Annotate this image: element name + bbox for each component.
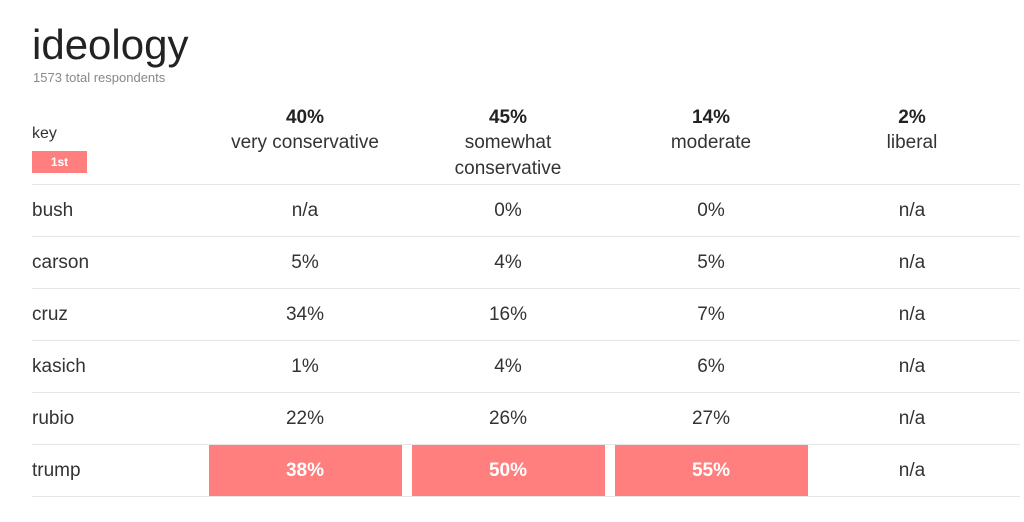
key-label: key — [32, 125, 57, 142]
value-cell: n/a — [898, 304, 926, 325]
winner-cell: 55% — [614, 445, 808, 496]
column-label: somewhat conservative — [454, 132, 562, 179]
value-cell: 26% — [488, 408, 528, 429]
table-row: rubio 22% 26% 27% n/a — [32, 393, 1020, 445]
value-cell: n/a — [898, 356, 926, 377]
winner-cell: 38% — [208, 445, 402, 496]
table-row: kasich 1% 4% 6% n/a — [32, 341, 1020, 393]
value-cell: n/a — [898, 460, 926, 481]
column-share: 40% — [285, 107, 325, 128]
value-cell: 34% — [285, 304, 325, 325]
key-legend: key 1st — [32, 124, 202, 173]
table-row: trump 38% 50% 55% n/a — [32, 445, 1020, 497]
value-cell: 6% — [697, 356, 725, 377]
value-cell: 0% — [494, 200, 522, 221]
value-cell: n/a — [898, 408, 926, 429]
value-cell: 7% — [697, 304, 725, 325]
value-cell: 1% — [291, 356, 319, 377]
candidate-name: trump — [32, 460, 81, 481]
candidate-name: kasich — [32, 356, 86, 377]
value-cell: 16% — [488, 304, 528, 325]
candidate-name: bush — [32, 200, 74, 221]
value-cell: 4% — [494, 252, 522, 273]
table-row: bush n/a 0% 0% n/a — [32, 185, 1020, 237]
candidate-name: cruz — [32, 304, 68, 325]
value-cell: n/a — [898, 200, 926, 221]
winner-cell: 50% — [411, 445, 605, 496]
candidate-name: rubio — [32, 408, 75, 429]
value-cell: 5% — [291, 252, 319, 273]
column-share: 2% — [898, 107, 926, 128]
table-body: bush n/a 0% 0% n/a carson 5% 4% 5% n/a cruz 34% 16% 7… — [32, 185, 1020, 497]
chart-subtitle: 1573 total respondents — [33, 70, 166, 85]
column-share: 45% — [488, 107, 528, 128]
value-cell: n/a — [291, 200, 319, 221]
header-row: key 1st 40% very conservative 45% somewhat … — [32, 102, 1020, 185]
column-header: 45% somewhat conservative — [410, 106, 606, 182]
column-header: 14% moderate — [613, 106, 809, 156]
column-header: 40% very conservative — [207, 106, 403, 156]
value-cell: 27% — [691, 408, 731, 429]
value-cell: 5% — [697, 252, 725, 273]
column-label: moderate — [670, 132, 752, 153]
chart-title: ideology — [32, 21, 189, 68]
value-cell: 0% — [697, 200, 725, 221]
value-cell: 22% — [285, 408, 325, 429]
results-table: key 1st 40% very conservative 45% somewhat … — [32, 102, 1020, 497]
column-label: liberal — [886, 132, 938, 153]
column-header: 2% liberal — [814, 106, 1010, 156]
column-label: very conservative — [231, 132, 379, 153]
column-share: 14% — [691, 107, 731, 128]
key-badge-first: 1st — [32, 151, 87, 173]
table-row: carson 5% 4% 5% n/a — [32, 237, 1020, 289]
table-row: cruz 34% 16% 7% n/a — [32, 289, 1020, 341]
value-cell: n/a — [898, 252, 926, 273]
candidate-name: carson — [32, 252, 90, 273]
value-cell: 4% — [494, 356, 522, 377]
